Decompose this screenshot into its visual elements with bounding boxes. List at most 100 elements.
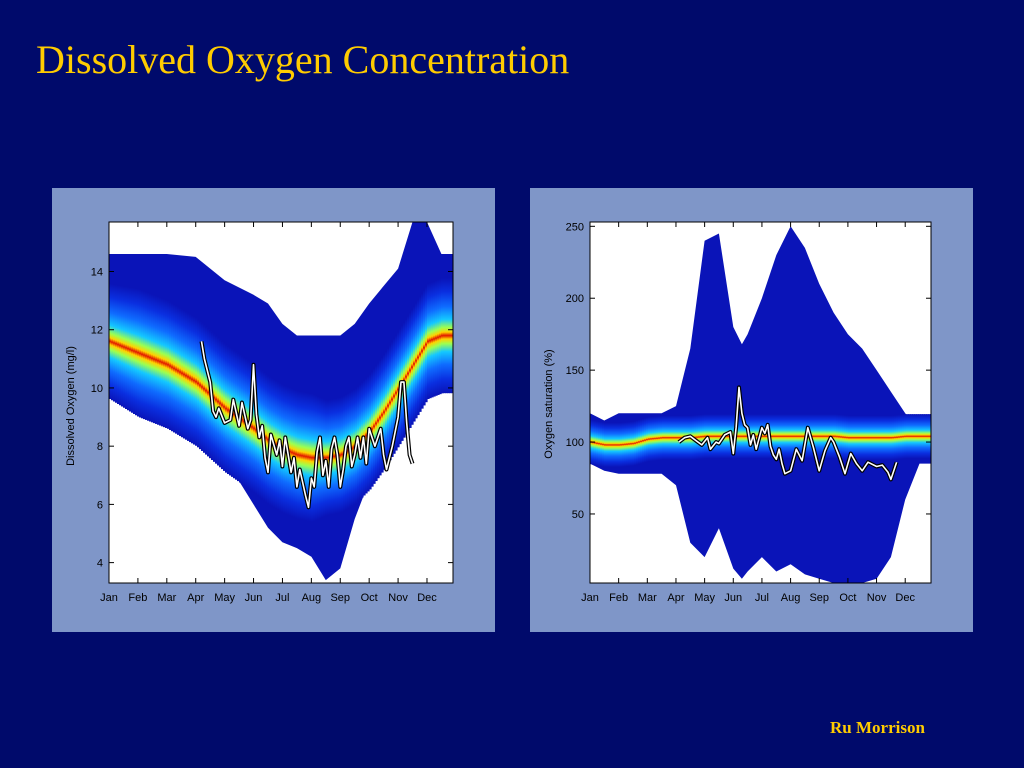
density-core-strip <box>924 414 927 459</box>
x-tick-label: Jul <box>275 592 289 604</box>
density-core-strip <box>389 344 392 461</box>
density-core-strip <box>359 384 362 500</box>
x-tick-label: Nov <box>867 592 887 604</box>
density-core-strip <box>439 278 442 395</box>
chart-panel-oxygen-saturation: 50 100 150 200 250 Jan Feb Mar Apr May Jun Jul Aug Se… <box>530 188 973 632</box>
density-core-strip <box>616 422 619 468</box>
density-core-strip <box>215 335 218 464</box>
density-core-strip <box>606 422 609 468</box>
x-tick-label: Nov <box>388 592 408 604</box>
density-core-strip <box>892 415 895 460</box>
density-core-strip <box>411 309 414 425</box>
plot-content <box>590 226 931 583</box>
density-core-strip <box>323 398 326 517</box>
density-core-strip <box>139 289 142 418</box>
density-core-strip <box>133 288 136 414</box>
density-core-strip <box>782 414 785 459</box>
density-core-strip <box>884 415 887 460</box>
y-tick-label: 8 <box>97 441 103 453</box>
x-tick-label: Jan <box>100 592 118 604</box>
density-core-strip <box>644 418 647 463</box>
density-core-strip <box>423 290 426 406</box>
density-core-strip <box>119 285 122 406</box>
density-core-strip <box>131 287 134 413</box>
density-core-strip <box>297 390 300 519</box>
density-core-strip <box>373 368 376 484</box>
density-core-strip <box>191 315 194 444</box>
density-core-strip <box>852 415 855 460</box>
density-core-strip <box>882 415 885 460</box>
x-tick-label: May <box>694 592 715 604</box>
density-core-strip <box>375 365 378 482</box>
axes-box <box>589 221 932 584</box>
density-core-strip <box>878 415 881 460</box>
density-core-strip <box>776 414 779 459</box>
density-core-strip <box>121 285 124 407</box>
density-core-strip <box>698 414 701 460</box>
x-tick-label: Feb <box>609 592 628 604</box>
density-core-strip <box>159 297 162 426</box>
density-core-strip <box>718 414 721 459</box>
density-core-strip <box>678 415 681 460</box>
density-core-strip <box>165 299 168 428</box>
density-core-strip <box>716 414 719 459</box>
density-core-strip <box>762 414 765 459</box>
density-core-strip <box>183 310 186 439</box>
density-core-strip <box>253 364 256 493</box>
density-core-strip <box>179 307 182 437</box>
density-core-strip <box>433 281 436 397</box>
density-core-strip <box>842 414 845 460</box>
density-core-strip <box>736 414 739 459</box>
density-core-strip <box>596 421 599 466</box>
density-core-strip <box>427 283 430 399</box>
density-core-strip <box>640 419 643 464</box>
x-tick-label: Mar <box>638 592 657 604</box>
density-core-strip <box>123 286 126 408</box>
density-core-strip <box>894 415 897 460</box>
density-core-strip <box>832 414 835 459</box>
density-core-strip <box>371 371 374 487</box>
density-core-strip <box>778 414 781 459</box>
density-core-strip <box>826 414 829 459</box>
density-core-strip <box>327 399 330 516</box>
density-core-strip <box>233 350 236 479</box>
density-core-strip <box>918 414 921 459</box>
observation-line <box>678 386 898 481</box>
density-core-strip <box>161 298 164 427</box>
density-core-strip <box>405 319 408 435</box>
density-core-strip <box>662 415 665 460</box>
y-axis-label: Dissolved Oxygen (mg/l) <box>65 346 77 466</box>
density-core-strip <box>325 399 328 516</box>
x-tick-label: Dec <box>895 592 915 604</box>
density-core-strip <box>265 373 268 502</box>
density-core-strip <box>137 288 140 417</box>
density-core-strip <box>117 285 120 405</box>
x-tick-label: Aug <box>781 592 801 604</box>
x-tick-label: Sep <box>809 592 829 604</box>
density-core-strip <box>660 415 663 461</box>
density-core-strip <box>898 414 901 460</box>
density-core-strip <box>223 342 226 471</box>
density-core-strip <box>207 328 210 457</box>
density-core-strip <box>365 378 368 494</box>
density-core-strip <box>307 392 310 521</box>
density-core-strip <box>181 309 184 438</box>
density-core-strip <box>814 414 817 459</box>
density-core-strip <box>668 415 671 460</box>
density-core-strip <box>177 306 180 435</box>
density-core-strip <box>199 321 202 450</box>
density-core-strip <box>912 414 915 459</box>
density-core-strip <box>289 387 292 516</box>
density-core-strip <box>862 415 865 460</box>
density-core-strip <box>291 388 294 517</box>
density-core-strip <box>824 414 827 459</box>
density-core-strip <box>646 417 649 462</box>
density-core-strip <box>407 315 410 432</box>
y-tick-label: 200 <box>566 293 584 305</box>
density-core-strip <box>790 414 793 459</box>
density-core-strip <box>403 322 406 438</box>
density-core-strip <box>301 391 304 520</box>
density-core-strip <box>219 339 222 468</box>
y-tick-label: 100 <box>566 437 584 449</box>
dissolved-oxygen-chart: 4 6 8 10 12 14 Jan Feb Mar Apr May Jun Jul Aug Sep Oct N… <box>65 221 454 604</box>
